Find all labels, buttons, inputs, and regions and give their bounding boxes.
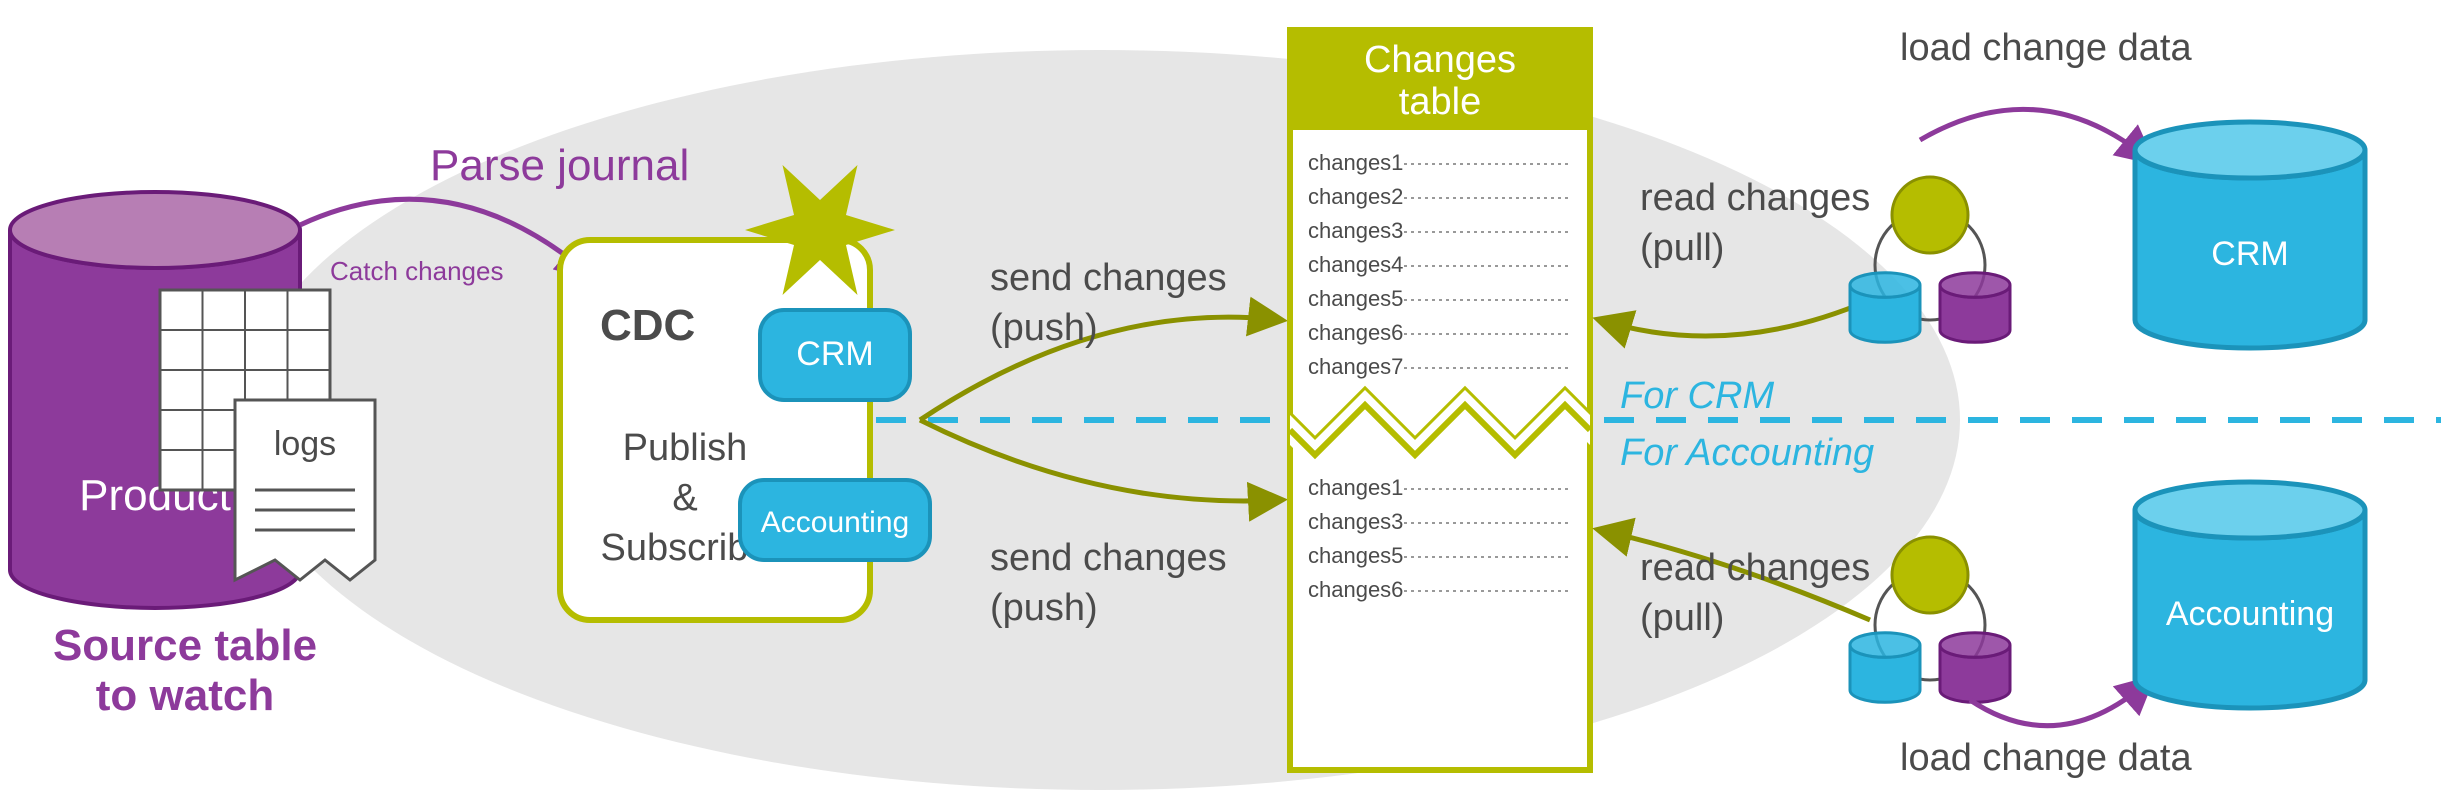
changes-row: changes3 xyxy=(1308,509,1403,534)
changes-table-title: Changes xyxy=(1364,39,1516,81)
target-db-accounting-label: Accounting xyxy=(2166,595,2334,633)
changes-table-box xyxy=(1290,30,1590,770)
changes-row: changes1 xyxy=(1308,475,1403,500)
cdc-tag-crm-label: CRM xyxy=(796,335,873,373)
send-push-bottom-label: send changes xyxy=(990,537,1227,579)
catch-changes-label: Catch changes xyxy=(330,256,503,286)
changes-row: changes5 xyxy=(1308,543,1403,568)
source-caption: Source table xyxy=(53,621,317,670)
cdc-tag-accounting-label: Accounting xyxy=(761,506,909,539)
changes-row: changes5 xyxy=(1308,286,1403,311)
changes-row: changes2 xyxy=(1308,184,1403,209)
changes-row: changes3 xyxy=(1308,218,1403,243)
changes-table-title: table xyxy=(1399,81,1481,123)
for-accounting-label: For Accounting xyxy=(1620,432,1874,474)
load-change-top-arrow xyxy=(1920,109,2150,160)
read-pull-top-label: (pull) xyxy=(1640,227,1724,269)
cdc-sub2: & xyxy=(672,477,697,519)
read-pull-top-label: read changes xyxy=(1640,177,1870,219)
load-change-top-label: load change data xyxy=(1900,27,2192,69)
source-caption: to watch xyxy=(96,671,274,720)
target-db-crm-label: CRM xyxy=(2211,235,2288,273)
read-pull-bottom-label: (pull) xyxy=(1640,597,1724,639)
consumer-crm-icon xyxy=(1850,177,2010,342)
for-crm-label: For CRM xyxy=(1620,375,1774,417)
changes-row: changes6 xyxy=(1308,320,1403,345)
changes-row: changes4 xyxy=(1308,252,1403,277)
send-push-top-label: (push) xyxy=(990,307,1098,349)
changes-row: changes7 xyxy=(1308,354,1403,379)
send-push-bottom-label: (push) xyxy=(990,587,1098,629)
cdc-sub1: Publish xyxy=(623,427,748,469)
logs-label: logs xyxy=(274,425,336,463)
changes-row: changes1 xyxy=(1308,150,1403,175)
send-push-top-label: send changes xyxy=(990,257,1227,299)
load-change-bottom-label: load change data xyxy=(1900,737,2192,779)
cdc-title: CDC xyxy=(600,301,695,350)
changes-row: changes6 xyxy=(1308,577,1403,602)
read-pull-bottom-label: read changes xyxy=(1640,547,1870,589)
source-db-lid xyxy=(10,192,300,268)
parse-journal-label: Parse journal xyxy=(430,141,689,190)
